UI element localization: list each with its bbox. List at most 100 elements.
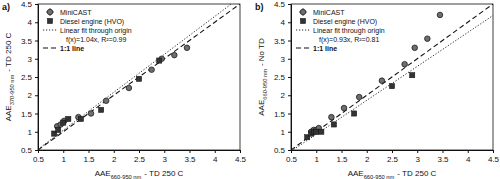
- legend-label: 1:1 line: [313, 45, 337, 52]
- x-tick: 1.5: [336, 150, 348, 164]
- series: [305, 73, 415, 140]
- x-axis-line: [292, 151, 494, 154]
- axis-title-rest: - TD 250 C: [397, 169, 436, 178]
- circle-point: [412, 45, 418, 51]
- one-to-one-line: [291, 4, 493, 150]
- x-tick-label: 1.5: [336, 155, 348, 164]
- legend-symbol: [46, 8, 54, 16]
- x-tick-mark: [215, 150, 216, 153]
- x-tick: 3.5: [437, 150, 449, 164]
- plot-frame: [291, 4, 493, 150]
- x-tick: 0.5: [33, 150, 45, 164]
- y-axis: 0.511.522.533.544.5: [274, 0, 292, 155]
- legend-marker: [47, 18, 52, 23]
- y-tick-label: 3: [28, 55, 33, 64]
- panel-label: a): [2, 2, 10, 12]
- legend-symbol: [300, 18, 305, 23]
- x-axis: 0.511.522.533.544.5: [33, 150, 247, 164]
- x-tick: 3.5: [184, 150, 196, 164]
- legend-label: f(x)=0.93x, R²=0.81: [319, 36, 379, 44]
- legend-marker: [47, 9, 53, 15]
- y-tick: 0.5: [21, 146, 38, 155]
- y-tick: 4.5: [274, 0, 291, 9]
- square-point: [389, 84, 394, 89]
- y-tick: 3.5: [274, 37, 291, 46]
- x-tick-mark: [392, 150, 393, 153]
- y-tick-label: 4.5: [274, 0, 286, 9]
- circle-point: [379, 78, 385, 84]
- x-tick-label: 2: [112, 155, 117, 164]
- y-axis-line: [288, 5, 292, 151]
- y-tick: 2: [28, 91, 38, 100]
- circle-point: [437, 12, 443, 18]
- y-tick: 1: [281, 128, 291, 137]
- legend-symbol: [299, 8, 307, 16]
- x-tick-mark: [342, 150, 343, 153]
- y-tick: 2.5: [21, 73, 38, 82]
- x-tick-mark: [493, 150, 494, 153]
- circle-point: [341, 105, 347, 111]
- axis-title-sub: 660-950 nm: [364, 174, 395, 179]
- square-point: [99, 107, 104, 112]
- legend-fit-line: [43, 30, 57, 31]
- x-tick-label: 4: [213, 155, 218, 164]
- y-tick-label: 2: [28, 91, 33, 100]
- legend-reference-line: [296, 47, 310, 48]
- square-point: [56, 127, 61, 132]
- x-tick-mark: [63, 150, 64, 153]
- y-tick: 1.5: [21, 110, 38, 119]
- square-point: [61, 120, 66, 125]
- y-tick-mark: [35, 59, 38, 60]
- x-tick: 1: [315, 150, 320, 164]
- panel: 0.511.522.533.544.50.511.522.533.544.5AA…: [2, 0, 247, 179]
- y-axis-line: [35, 5, 39, 151]
- x-tick-label: 4: [466, 155, 471, 164]
- y-tick-label: 1.5: [274, 110, 286, 119]
- panel: 0.511.522.533.544.50.511.522.533.544.5AA…: [255, 0, 500, 179]
- y-tick-label: 2.5: [21, 73, 33, 82]
- legend-label: f(x)=1.04x, R²=0.99: [66, 36, 126, 44]
- x-tick-label: 4.5: [235, 155, 247, 164]
- y-tick-mark: [288, 59, 291, 60]
- y-axis: 0.511.522.533.544.5: [21, 0, 39, 155]
- legend-fit-line: [296, 30, 310, 31]
- x-tick: 1.5: [83, 150, 95, 164]
- y-tick: 0.5: [274, 146, 291, 155]
- axis-title-rest: - TD 250 C: [144, 169, 183, 178]
- y-tick-label: 4: [281, 18, 286, 27]
- square-point: [136, 76, 141, 81]
- circle-point: [149, 67, 155, 73]
- axis-title-main: AAE: [95, 169, 111, 178]
- axis-title-sub: 660-950 nm: [262, 69, 268, 100]
- square-point: [157, 58, 162, 63]
- square-point: [352, 111, 357, 116]
- y-tick: 2.5: [274, 73, 291, 82]
- y-tick: 1: [28, 128, 38, 137]
- y-tick-mark: [288, 77, 291, 78]
- x-tick-mark: [417, 150, 418, 153]
- y-tick-mark: [35, 150, 38, 151]
- legend-label: MiniCAST: [60, 9, 92, 16]
- x-tick: 2.5: [134, 150, 146, 164]
- x-tick-label: 3.5: [437, 155, 449, 164]
- x-tick-mark: [190, 150, 191, 153]
- x-tick: 4.5: [235, 150, 247, 164]
- legend-label: Diesel engine (HVO): [60, 18, 124, 26]
- legend-marker: [300, 18, 305, 23]
- legend-label: Linear fit through origin: [313, 27, 385, 35]
- square-point: [66, 116, 71, 121]
- square-point: [410, 73, 415, 78]
- x-tick-label: 1: [62, 155, 67, 164]
- circle-point: [184, 45, 190, 51]
- x-tick-label: 1: [315, 155, 320, 164]
- y-tick-label: 1: [281, 128, 286, 137]
- x-tick-mark: [240, 150, 241, 153]
- y-tick-mark: [35, 4, 38, 5]
- plot-frame: [38, 4, 240, 150]
- legend-label: 1:1 line: [60, 45, 84, 52]
- x-tick: 2.5: [387, 150, 399, 164]
- y-tick-mark: [288, 95, 291, 96]
- x-tick-mark: [139, 150, 140, 153]
- fit-line: [38, 4, 240, 149]
- x-tick-mark: [316, 150, 317, 153]
